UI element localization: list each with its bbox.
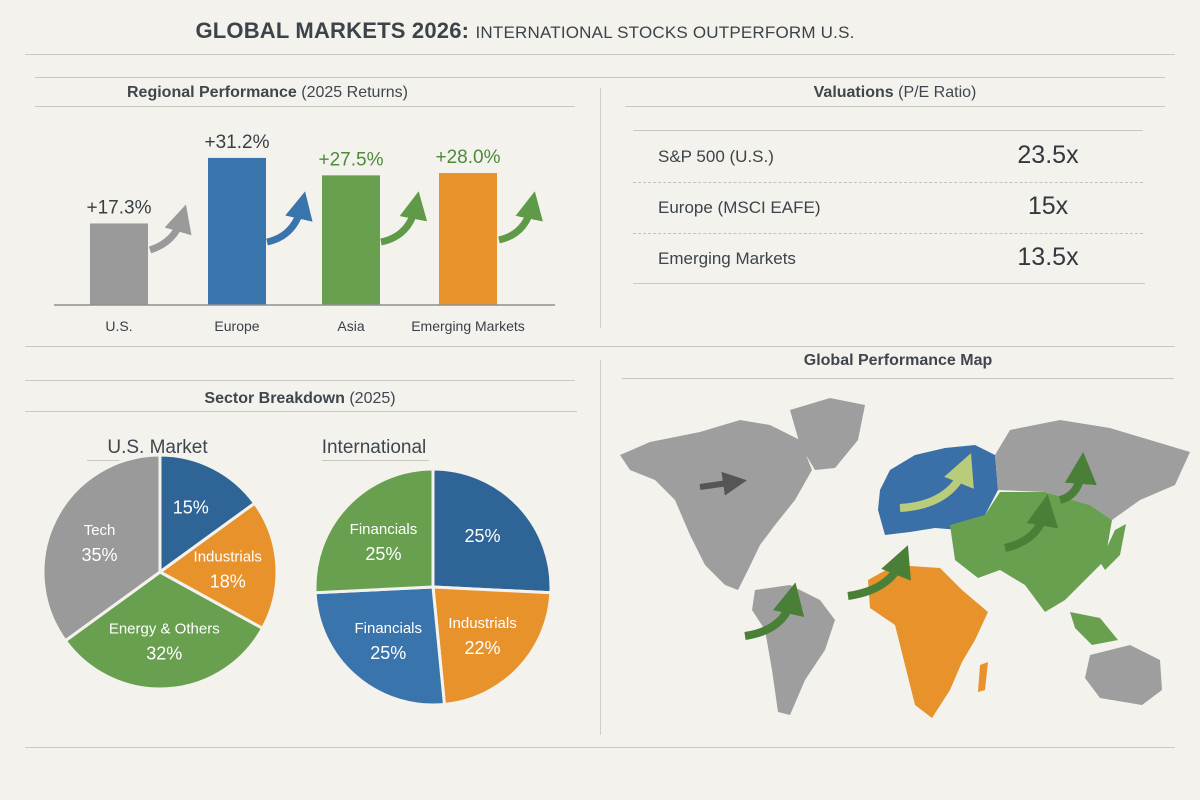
map-south-america [752,585,835,715]
regional-title-paren: (2025 Returns) [301,84,408,101]
bar-value-label: +28.0% [436,147,501,168]
bar-category-label: Asia [337,318,364,334]
pie-slice-label: Industrials [448,615,516,632]
valuations-title-text: Valuations [813,84,894,101]
pie-title-international: International [321,437,427,458]
divider [633,283,1145,284]
pie-slice [313,467,435,595]
pie-slice [63,570,265,691]
regional-title: Regional Performance (2025 Returns) [35,84,500,102]
bar-1 [208,157,266,305]
valuation-label: Europe (MSCI EAFE) [658,198,821,217]
divider [25,346,1175,347]
pie-slice [431,585,553,707]
divider [25,380,575,381]
pie-slice-value: 35% [82,545,118,565]
divider [622,378,1174,379]
pie-slice-label: Tech [84,522,116,539]
arrow-right-icon [699,471,747,496]
valuations-title-paren: (P/E Ratio) [898,84,977,101]
pie-slice [158,453,257,575]
map-se-asia [1070,612,1118,645]
map-north-america [620,420,812,590]
pie-slice-value: 15% [173,498,209,518]
bar-category-label: Emerging Markets [411,318,525,334]
bar-value-label: +27.5% [319,149,384,170]
pie-slice-value: 25% [365,544,401,564]
arrow-up-curved-icon [1058,452,1097,504]
title-main: GLOBAL MARKETS 2026: [195,18,470,43]
pie-slice [431,467,553,595]
pie-slice-value: 18% [210,572,246,592]
divider [600,88,601,328]
valuation-label: S&P 500 (U.S.) [658,147,774,166]
divider [322,460,429,461]
regional-bar-chart: +17.3% U.S. +31.2% Europe +27.5% Asia +28.0% Em… [54,132,555,334]
divider [25,747,1175,748]
pie-slice-label: Financials [354,620,422,637]
sector-pie-charts: 15% Industrials 18% Energy & Others 32% Tech 3… [41,453,553,707]
divider [35,77,1165,78]
pie-slice-label: Energy & Others [109,621,220,638]
pie-slice-label: Industrials [194,549,262,566]
map-africa [868,565,988,718]
map-greenland [790,398,865,470]
world-map [620,398,1190,718]
valuation-row: Emerging Markets 13.5x [658,235,1138,285]
valuations-title: Valuations (P/E Ratio) [625,84,1165,102]
map-madagascar [978,662,988,692]
bar-value-label: +31.2% [205,132,270,153]
divider [633,233,1143,234]
page-title: GLOBAL MARKETS 2026: INTERNATIONAL STOCK… [0,18,1050,44]
title-sub: INTERNATIONAL STOCKS OUTPERFORM U.S. [475,23,855,42]
pie-title-us: U.S. Market [107,437,208,458]
valuation-value: 13.5x [1017,243,1079,271]
arrow-up-curved-icon [498,191,543,244]
sector-title-paren: (2025) [349,390,396,407]
sector-title-text: Sector Breakdown [204,390,345,407]
map-japan [1100,524,1126,570]
bar-3 [439,173,497,305]
divider [25,411,577,412]
map-title: Global Performance Map [803,352,993,369]
arrow-up-curved-icon [899,453,974,512]
map-asia [950,492,1112,612]
bar-value-label: +17.3% [87,197,152,218]
regional-title-text: Regional Performance [127,84,297,101]
divider [25,54,1175,55]
arrow-up-curved-icon [380,191,428,246]
valuation-row: Europe (MSCI EAFE) 15x [658,184,1138,234]
sector-title: Sector Breakdown (2025) [25,390,575,408]
divider [633,130,1143,131]
arrow-up-curved-icon [148,204,192,254]
valuation-row: S&P 500 (U.S.) 23.5x [658,133,1138,183]
divider [633,182,1143,183]
pie-slice [313,585,447,707]
bar-category-label: Europe [214,318,259,334]
arrow-up-curved-icon [744,582,805,640]
divider [35,106,575,107]
valuation-label: Emerging Markets [658,249,796,268]
arrow-up-curved-icon [266,191,313,246]
bar-2 [322,175,380,305]
divider [625,106,1165,107]
bar-0 [90,223,148,305]
bar-category-label: U.S. [105,318,132,334]
valuation-value: 23.5x [1017,141,1079,169]
map-australia [1085,645,1162,705]
valuation-value: 15x [1027,192,1069,220]
pie-slice-value: 32% [146,644,182,664]
arrow-up-curved-icon [847,545,911,600]
arrow-up-curved-icon [1003,494,1059,552]
pie-slice [157,501,279,631]
pie-slice-label: Financials [350,521,418,538]
pie-slice-value: 22% [465,638,501,658]
pie-slice-value: 25% [465,526,501,546]
pie-slice-value: 25% [370,643,406,663]
pie-slice [41,453,162,643]
divider [600,360,601,735]
